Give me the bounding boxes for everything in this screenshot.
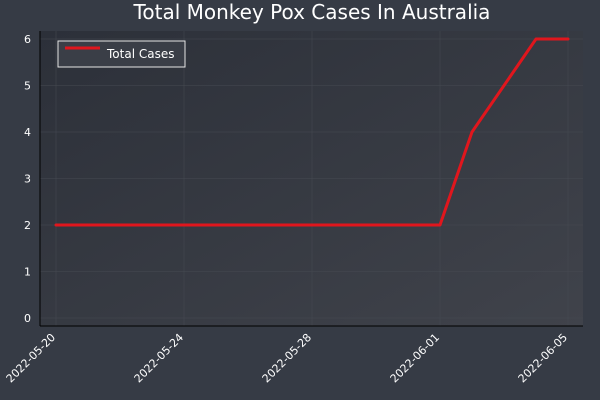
- y-tick-label: 4: [24, 126, 31, 139]
- y-tick-label: 0: [24, 312, 31, 325]
- y-tick-label: 2: [24, 219, 31, 232]
- legend-box: [57, 40, 186, 68]
- y-tick-label: 6: [24, 33, 31, 46]
- series: [54, 37, 570, 227]
- y-tick-label: 3: [24, 173, 31, 186]
- x-tick-label: 2022-06-05: [516, 331, 570, 385]
- x-tick-label: 2022-05-20: [4, 331, 58, 385]
- y-tick-label: 5: [24, 80, 31, 93]
- x-axis-ticks: 2022-05-20 2022-05-24 2022-05-28 2022-06-01…: [4, 331, 570, 385]
- y-axis-ticks: 0 1 2 3 4 5 6: [24, 33, 31, 325]
- series-line-total-cases: [54, 37, 570, 227]
- x-tick-label: 2022-05-28: [260, 331, 314, 385]
- x-tick-label: 2022-06-01: [388, 331, 442, 385]
- legend: Total Cases: [57, 40, 186, 68]
- y-tick-label: 1: [24, 266, 31, 279]
- chart-title: Total Monkey Pox Cases In Australia: [133, 0, 491, 24]
- legend-label-total-cases: Total Cases: [106, 47, 174, 61]
- x-tick-label: 2022-05-24: [132, 331, 186, 385]
